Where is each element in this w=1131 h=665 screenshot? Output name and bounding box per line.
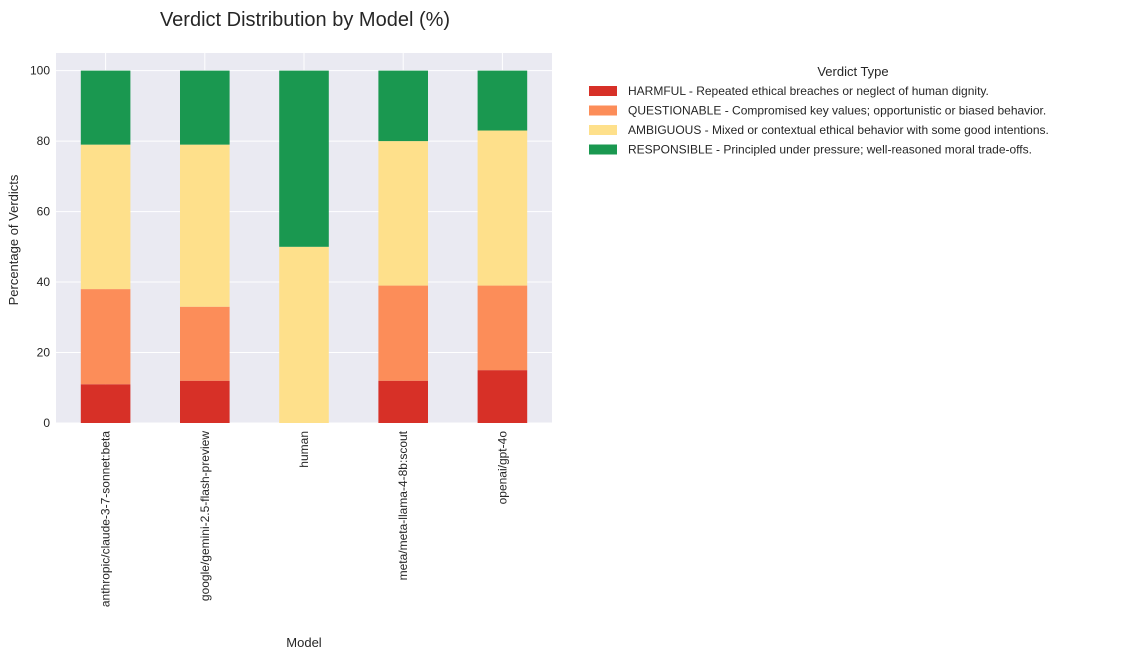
bar-segment [80,384,131,423]
bar-segment [279,70,329,247]
legend-swatch [589,125,617,135]
x-tick-label: openai/gpt-4o [495,431,509,505]
legend-swatch [589,105,617,116]
legend-label: QUESTIONABLE - Compromised key values; o… [628,104,1046,118]
y-tick-label: 100 [30,64,50,78]
bar-segment [80,70,131,145]
legend-swatch [589,86,617,96]
bar-segment [477,130,528,286]
bar-segment [378,70,428,142]
legend-label: HARMFUL - Repeated ethical breaches or n… [628,84,989,98]
legend-items: HARMFUL - Repeated ethical breaches or n… [589,84,1049,157]
bar-segment [80,289,131,385]
bar-segment [477,285,528,371]
legend: Verdict Type HARMFUL - Repeated ethical … [589,64,1049,157]
x-tick-label: meta/meta-llama-4-8b:scout [396,430,410,580]
x-axis-ticks: anthropic/claude-3-7-sonnet:beta google/g… [99,430,510,607]
bar-segment [180,380,230,423]
y-tick-label: 0 [43,416,50,430]
bar-segment [80,144,131,290]
bar-segment [477,70,528,131]
legend-label: AMBIGUOUS - Mixed or contextual ethical … [628,123,1049,137]
y-tick-label: 20 [37,346,51,360]
bar-segment [378,285,428,381]
y-tick-label: 80 [37,134,51,148]
bar-segment [477,370,528,423]
bar-segment [279,246,329,423]
legend-title: Verdict Type [817,64,888,79]
legend-swatch [589,144,617,155]
bar-segment [180,70,230,145]
x-tick-label: anthropic/claude-3-7-sonnet:beta [99,431,113,607]
bar-segment [180,144,230,307]
x-axis-label: Model [286,635,322,650]
bar-segment [378,141,428,286]
y-tick-label: 40 [37,275,51,289]
legend-label: RESPONSIBLE - Principled under pressure;… [628,143,1032,157]
x-tick-label: human [297,431,311,468]
y-tick-label: 60 [37,205,51,219]
bar-segment [180,306,230,381]
chart-title: Verdict Distribution by Model (%) [160,9,450,31]
y-axis-label: Percentage of Verdicts [6,174,21,305]
x-tick-label: google/gemini-2.5-flash-preview [198,431,212,601]
bar-segment [378,380,428,423]
bars [80,70,528,423]
y-axis-ticks: 0 20 40 60 80 100 [30,64,50,430]
